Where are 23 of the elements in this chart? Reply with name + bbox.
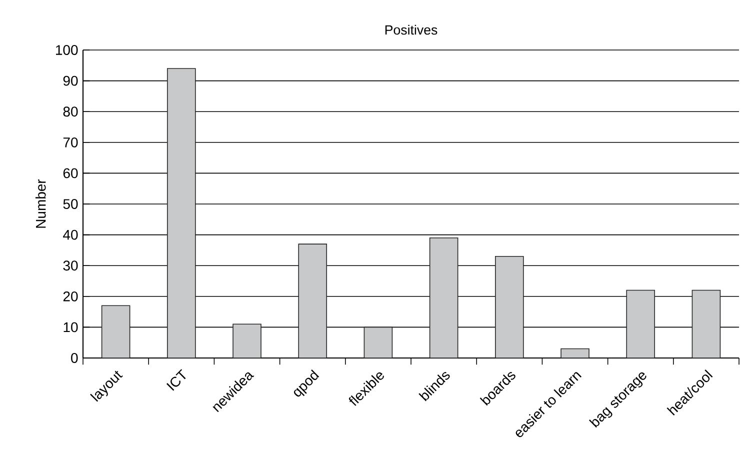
bar xyxy=(364,326,393,358)
y-tick-label: 100 xyxy=(56,45,78,55)
y-tick-label: 40 xyxy=(63,230,78,240)
bar xyxy=(626,290,656,358)
y-tick-label: 30 xyxy=(63,260,78,271)
y-tick-label: 70 xyxy=(63,137,78,148)
bar xyxy=(495,256,524,358)
bar xyxy=(101,305,130,358)
x-tick-label: ICT xyxy=(166,369,186,391)
y-tick-label: 20 xyxy=(63,291,78,302)
bar xyxy=(692,290,721,358)
y-tick-label: 90 xyxy=(63,76,78,86)
y-axis-title: Number xyxy=(36,179,46,228)
chart-title: Positives xyxy=(385,24,438,35)
bar xyxy=(232,324,262,358)
y-tick-label: 10 xyxy=(64,322,78,332)
y-tick-label: 80 xyxy=(63,106,78,117)
bar xyxy=(429,237,458,358)
y-tick-label: 50 xyxy=(63,199,78,209)
y-tick-label: 60 xyxy=(63,168,78,178)
bar xyxy=(298,244,328,358)
y-tick-label: 0 xyxy=(71,353,78,363)
bar xyxy=(167,68,196,358)
